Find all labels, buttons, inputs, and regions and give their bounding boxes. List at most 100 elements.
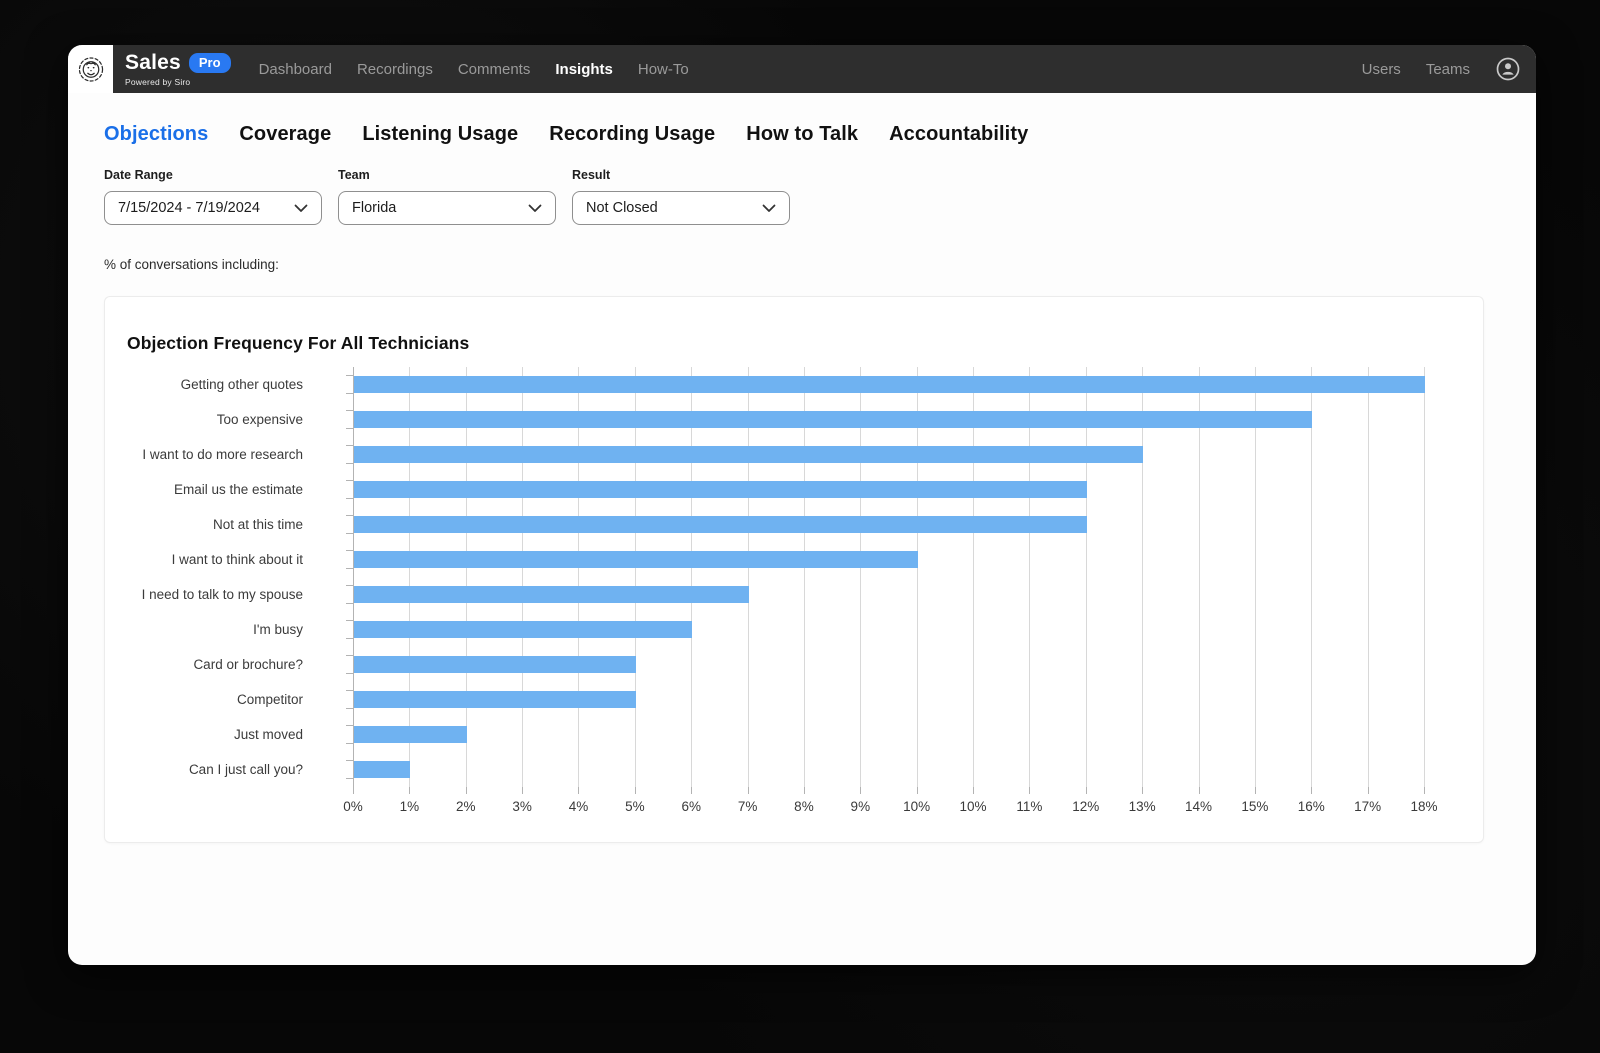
x-axis-tick-label: 17% bbox=[1354, 799, 1382, 814]
tab-listening-usage[interactable]: Listening Usage bbox=[362, 123, 519, 145]
gridline bbox=[916, 367, 918, 787]
gridline bbox=[973, 367, 975, 787]
insights-page: Objections Coverage Listening Usage Recordi… bbox=[68, 123, 1536, 843]
gridline bbox=[691, 367, 693, 787]
gridline bbox=[1367, 367, 1369, 787]
y-axis-tick bbox=[346, 428, 353, 429]
gridline bbox=[1311, 367, 1313, 787]
x-axis-tick bbox=[353, 787, 354, 794]
chart-row-i-m-busy bbox=[346, 612, 1424, 647]
nav-item-dashboard[interactable]: Dashboard bbox=[258, 60, 332, 78]
nav-item-recordings[interactable]: Recordings bbox=[356, 60, 433, 78]
y-axis-tick bbox=[346, 638, 353, 639]
gridline bbox=[1029, 367, 1031, 787]
lion-sketch-logo-icon bbox=[78, 57, 103, 82]
date-range-select[interactable]: 7/15/2024 - 7/19/2024 bbox=[104, 191, 322, 225]
user-account-icon[interactable] bbox=[1496, 57, 1520, 81]
nav-item-insights[interactable]: Insights bbox=[555, 60, 613, 78]
gridline bbox=[634, 367, 636, 787]
category-label: Getting other quotes bbox=[180, 377, 303, 392]
chart-row-card-or-brochure bbox=[346, 647, 1424, 682]
y-axis-tick bbox=[346, 603, 353, 604]
y-axis-tick bbox=[346, 743, 353, 744]
x-axis-tick bbox=[1424, 787, 1425, 794]
filter-date-range: Date Range 7/15/2024 - 7/19/2024 bbox=[104, 168, 322, 225]
chart-card: Objection Frequency For All Technicians … bbox=[104, 296, 1484, 843]
chart-row-competitor bbox=[346, 682, 1424, 717]
chevron-down-icon bbox=[762, 204, 776, 212]
tab-recording-usage[interactable]: Recording Usage bbox=[549, 123, 716, 145]
y-axis-tick bbox=[346, 725, 353, 726]
x-axis-tick bbox=[860, 787, 862, 794]
filter-label: Result bbox=[572, 168, 611, 182]
chart-row-i-want-to-do-more-research bbox=[346, 437, 1424, 472]
nav-item-teams[interactable]: Teams bbox=[1425, 60, 1470, 78]
tab-objections[interactable]: Objections bbox=[104, 123, 209, 145]
x-axis-tick-label: 3% bbox=[512, 799, 532, 814]
category-label: Can I just call you? bbox=[188, 762, 303, 777]
y-axis-line bbox=[353, 367, 354, 787]
x-axis-tick bbox=[522, 787, 524, 794]
x-axis-tick-label: 4% bbox=[568, 799, 589, 814]
x-axis-tick-label: 11% bbox=[1016, 799, 1043, 814]
bar-not-at-this-time bbox=[354, 516, 1087, 533]
nav-item-comments[interactable]: Comments bbox=[457, 60, 531, 78]
team-select[interactable]: Florida bbox=[338, 191, 556, 225]
chart-row-not-at-this-time bbox=[346, 507, 1424, 542]
nav-item-how-to[interactable]: How-To bbox=[637, 60, 689, 78]
gridline bbox=[1085, 367, 1087, 787]
x-axis-tick bbox=[409, 787, 411, 794]
chevron-down-icon bbox=[294, 204, 308, 212]
y-axis-tick bbox=[346, 655, 353, 656]
tab-accountability[interactable]: Accountability bbox=[889, 123, 1029, 145]
y-axis-tick bbox=[346, 480, 353, 481]
chart-row-email-us-the-estimate bbox=[346, 472, 1424, 507]
brand-block: Sales Pro Powered by Siro bbox=[125, 51, 231, 87]
tab-how-to-talk[interactable]: How to Talk bbox=[746, 123, 859, 145]
bar-can-i-just-call-you bbox=[354, 761, 411, 778]
x-axis-tick-label: 15% bbox=[1241, 799, 1269, 814]
x-axis-tick-label: 1% bbox=[399, 799, 420, 814]
x-axis-tick-label: 13% bbox=[1128, 799, 1156, 814]
filter-team: Team Florida bbox=[338, 168, 556, 225]
filter-label: Team bbox=[338, 168, 370, 182]
bar-just-moved bbox=[354, 726, 467, 743]
y-axis-tick bbox=[346, 410, 353, 411]
gridline bbox=[578, 367, 580, 787]
y-axis-tick bbox=[346, 393, 353, 394]
category-label: I want to do more research bbox=[142, 447, 303, 462]
y-axis-tick bbox=[346, 708, 353, 709]
chart-row-i-want-to-think-about-it bbox=[346, 542, 1424, 577]
y-axis-tick bbox=[346, 375, 353, 376]
result-select[interactable]: Not Closed bbox=[572, 191, 790, 225]
chart-row-too-expensive bbox=[346, 402, 1424, 437]
tab-coverage[interactable]: Coverage bbox=[239, 123, 332, 145]
brand-logo[interactable] bbox=[68, 45, 113, 93]
y-axis-tick bbox=[346, 778, 353, 779]
insights-tabs: Objections Coverage Listening Usage Recordi… bbox=[104, 123, 1484, 146]
category-label: Email us the estimate bbox=[173, 482, 303, 497]
x-axis-tick bbox=[1142, 787, 1144, 794]
x-axis-tick-label: 18% bbox=[1410, 799, 1438, 814]
gridline bbox=[1424, 367, 1425, 787]
nav-item-users[interactable]: Users bbox=[1361, 60, 1401, 78]
brand-tagline: Powered by Siro bbox=[125, 77, 191, 87]
x-axis-tick-label: 16% bbox=[1297, 799, 1325, 814]
x-axis-tick bbox=[578, 787, 580, 794]
bar-email-us-the-estimate bbox=[354, 481, 1087, 498]
gridline bbox=[522, 367, 524, 787]
filter-bar: Date Range 7/15/2024 - 7/19/2024 Team Flori… bbox=[104, 168, 1484, 225]
chart-row-i-need-to-talk-to-my-spouse bbox=[346, 577, 1424, 612]
x-axis-tick-label: 7% bbox=[737, 799, 758, 814]
x-axis-tick bbox=[973, 787, 975, 794]
gridline bbox=[1142, 367, 1144, 787]
bar-competitor bbox=[354, 691, 636, 708]
x-axis-tick-label: 12% bbox=[1072, 799, 1100, 814]
y-axis-tick bbox=[346, 585, 353, 586]
category-label: Not at this time bbox=[212, 517, 303, 532]
y-axis-tick bbox=[346, 445, 353, 446]
bar-getting-other-quotes bbox=[354, 376, 1425, 393]
bar-i-want-to-do-more-research bbox=[354, 446, 1144, 463]
gridline bbox=[409, 367, 411, 787]
select-value: 7/15/2024 - 7/19/2024 bbox=[118, 200, 260, 216]
